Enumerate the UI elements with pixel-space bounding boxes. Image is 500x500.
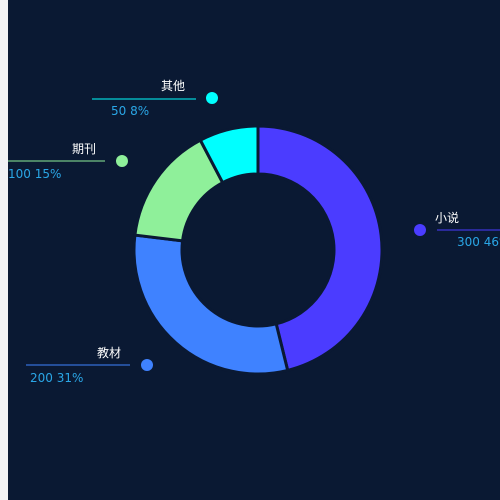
slice-label-name: 期刊 bbox=[72, 142, 96, 156]
legend-dot bbox=[414, 224, 426, 236]
slice-label-value: 300 46% bbox=[457, 235, 500, 249]
donut-slice[interactable] bbox=[198, 124, 260, 185]
slice-label-value: 200 31% bbox=[30, 371, 83, 385]
slice-label-name: 小说 bbox=[435, 210, 459, 225]
slice-label-name: 教材 bbox=[97, 345, 121, 360]
slice-label-value: 50 8% bbox=[111, 104, 149, 118]
slice-label-name: 其他 bbox=[161, 79, 185, 93]
donut-slice[interactable] bbox=[132, 233, 290, 376]
donut-slice[interactable] bbox=[256, 124, 384, 373]
donut-chart: 小说 300 46% 教材 200 31% 期刊 100 15% 其他 50 8% bbox=[8, 79, 500, 385]
legend-dot bbox=[116, 155, 128, 167]
chart-panel: 小说 300 46% 教材 200 31% 期刊 100 15% 其他 50 8% bbox=[8, 0, 500, 500]
slice-label-value: 100 15% bbox=[8, 167, 61, 181]
legend-dot bbox=[206, 92, 218, 104]
legend-dot bbox=[141, 359, 153, 371]
